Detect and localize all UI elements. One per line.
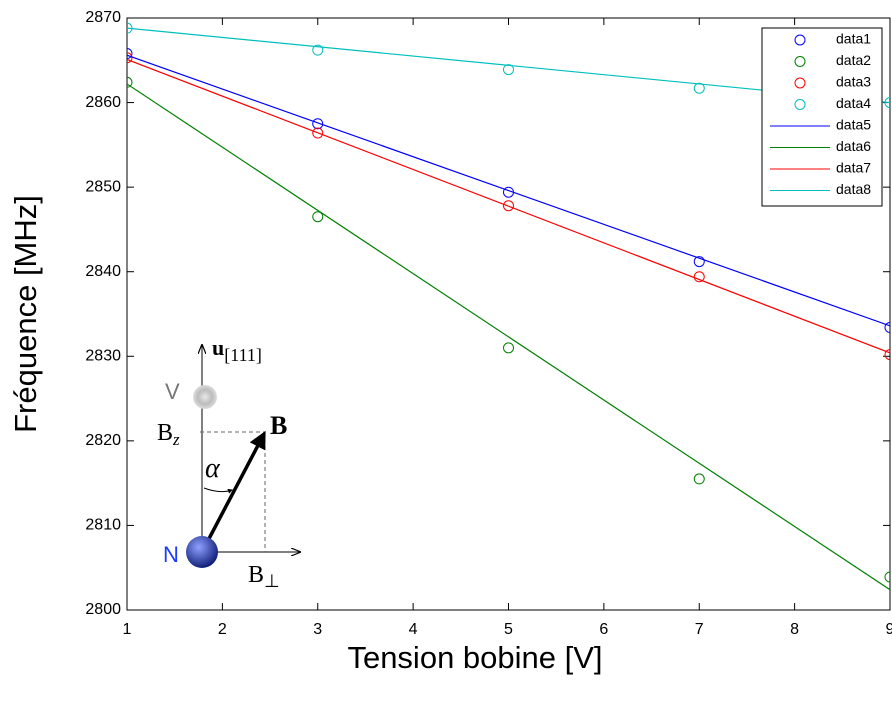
x-tick-label: 2	[218, 621, 227, 638]
data-point	[312, 127, 324, 139]
annotation: B	[270, 411, 287, 440]
annotation-subscript: ⊥	[264, 571, 280, 591]
y-tick-label: 2810	[85, 517, 121, 534]
data-point	[884, 322, 890, 334]
legend-label: data5	[836, 117, 871, 133]
annotation-text: V	[165, 379, 180, 404]
y-tick-label: 2860	[85, 94, 121, 111]
x-axis-label: Tension bobine [V]	[347, 640, 602, 675]
legend-label: data6	[836, 138, 871, 154]
data-point	[127, 48, 133, 60]
v-sphere	[193, 385, 217, 409]
y-tick-label: 2870	[85, 9, 121, 26]
b-arrow	[200, 430, 266, 553]
x-tick-label: 7	[695, 621, 704, 638]
x-tick-label: 8	[790, 621, 799, 638]
annotation-text: B	[270, 411, 287, 440]
inset-diagram	[186, 345, 300, 568]
legend: data1 data2 data3 data4 data5 data6 data7 data8	[761, 27, 883, 207]
plot-area	[127, 22, 890, 591]
y-tick-label: 2850	[85, 178, 121, 195]
data-point	[503, 64, 514, 76]
legend-swatch	[794, 56, 806, 67]
legend-box	[761, 27, 883, 207]
annotation: Bz	[157, 420, 180, 449]
annotation-subscript: z	[172, 430, 180, 449]
y-tick-label: 2800	[85, 601, 121, 618]
data-point	[693, 82, 705, 94]
y-tick-label: 2830	[85, 348, 121, 365]
x-tick-label: 3	[313, 621, 322, 638]
data-point	[127, 76, 133, 88]
fit-line	[127, 58, 890, 354]
y-tick-label: 2840	[85, 263, 121, 280]
x-tick-label: 5	[504, 621, 513, 638]
legend-swatch	[794, 99, 806, 110]
data-point	[503, 342, 514, 354]
annotation: B⊥	[248, 562, 280, 592]
annotation-subscript: [111]	[224, 345, 262, 365]
annotation-text: B	[157, 420, 173, 446]
legend-label: data8	[836, 181, 871, 197]
annotation-text: u	[212, 335, 224, 360]
legend-label: data4	[836, 95, 871, 111]
legend-label: data1	[836, 31, 871, 47]
annotation-text: α	[205, 453, 221, 484]
legend-label: data2	[836, 52, 871, 68]
annotation: u[111]	[212, 335, 262, 365]
data-point	[312, 44, 324, 56]
x-tick-label: 6	[599, 621, 608, 638]
y-tick-label: 2820	[85, 432, 121, 449]
fit-line	[127, 83, 890, 591]
x-tick-label: 4	[409, 621, 418, 638]
n-sphere	[186, 536, 218, 568]
fit-line	[127, 54, 890, 327]
legend-label: data3	[836, 74, 871, 90]
angle-arc	[203, 487, 233, 494]
annotation: V	[165, 379, 180, 404]
x-tick-label: 1	[123, 621, 132, 638]
legend-swatch	[794, 34, 806, 46]
data-point	[127, 52, 133, 64]
legend-label: data7	[836, 160, 871, 176]
y-axis-label: Fréquence [MHz]	[8, 195, 43, 433]
annotation: N	[163, 542, 179, 567]
x-tick-label: 9	[886, 621, 892, 638]
data-point	[693, 256, 705, 268]
annotation-text: B	[248, 562, 264, 588]
data-point	[693, 271, 705, 283]
annotation-text: N	[163, 542, 179, 567]
data-point	[312, 118, 324, 130]
data-point	[312, 211, 324, 223]
data-point	[693, 473, 705, 485]
data-point	[884, 571, 890, 583]
data-point	[884, 349, 890, 361]
legend-swatch	[794, 77, 806, 89]
annotation: α	[205, 453, 221, 484]
data-point	[503, 200, 514, 212]
